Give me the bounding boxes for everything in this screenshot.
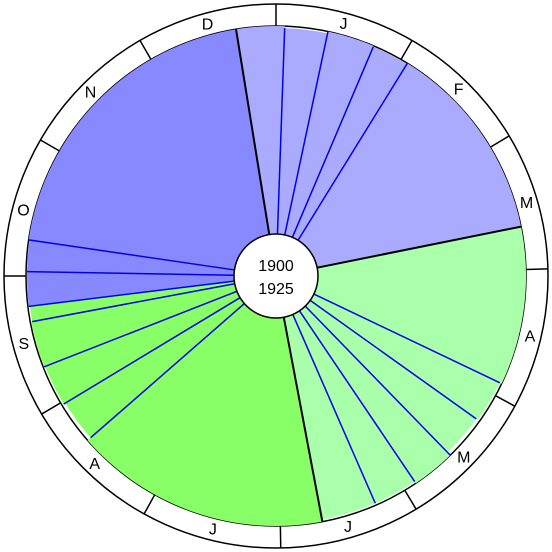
wedge-divider bbox=[27, 270, 235, 277]
ring-divider bbox=[40, 139, 60, 152]
wedge bbox=[31, 276, 276, 367]
wedge-divider bbox=[32, 282, 235, 323]
month-label: J bbox=[340, 16, 348, 33]
wedge-divider bbox=[283, 31, 329, 236]
wedge bbox=[276, 276, 477, 453]
wedge-divider bbox=[28, 280, 235, 308]
wedge-divider bbox=[292, 314, 376, 504]
ring-divider bbox=[489, 135, 510, 148]
month-label: S bbox=[19, 336, 30, 353]
month-label: J bbox=[344, 519, 352, 536]
wedge-divider bbox=[304, 305, 451, 456]
wedge bbox=[276, 46, 407, 276]
wedge-divider bbox=[313, 293, 501, 384]
wedge-lines bbox=[27, 28, 522, 522]
month-label: A bbox=[89, 456, 100, 473]
center-label: 1925 bbox=[258, 281, 294, 298]
month-label: M bbox=[457, 450, 470, 467]
wedge-divider bbox=[90, 303, 245, 439]
ring-divider bbox=[525, 268, 548, 271]
center-circle bbox=[233, 233, 319, 319]
month-label: J bbox=[209, 521, 217, 538]
wedge-divider bbox=[282, 317, 324, 522]
ring-divider bbox=[495, 395, 516, 407]
wedge bbox=[276, 63, 522, 276]
wedge bbox=[276, 226, 526, 384]
wedge bbox=[45, 276, 276, 405]
wedge bbox=[276, 276, 451, 484]
wedge-divider bbox=[63, 297, 241, 405]
month-label: F bbox=[454, 82, 464, 99]
wedge bbox=[276, 31, 374, 276]
ring-divider bbox=[400, 40, 413, 60]
month-ring: J F M A M J J A S O N D bbox=[4, 4, 548, 548]
month-label: N bbox=[85, 85, 97, 102]
ring-divider bbox=[41, 402, 61, 415]
wedge-divider bbox=[43, 290, 238, 368]
wedge bbox=[236, 25, 285, 276]
wedge-divider bbox=[297, 62, 409, 241]
wedge-divider bbox=[276, 28, 286, 235]
wedge bbox=[276, 276, 500, 421]
wedge bbox=[276, 276, 376, 520]
wedge-divider bbox=[235, 29, 271, 235]
wedge bbox=[28, 29, 276, 277]
center-label: 1900 bbox=[258, 258, 294, 275]
month-label: O bbox=[17, 202, 29, 219]
month-label: M bbox=[520, 195, 533, 212]
wedge bbox=[87, 276, 323, 526]
ring-divider bbox=[404, 489, 417, 510]
wedge-divider bbox=[298, 310, 416, 483]
wedge bbox=[26, 271, 276, 307]
wedge-divider bbox=[316, 225, 522, 269]
wedge bbox=[276, 276, 415, 504]
month-label: A bbox=[525, 328, 536, 345]
wedge-divider bbox=[291, 46, 374, 238]
ring-divider bbox=[143, 494, 156, 515]
wedge bbox=[65, 276, 276, 438]
wedge-divider bbox=[309, 299, 477, 420]
month-label: D bbox=[202, 16, 214, 33]
wedge-divider bbox=[28, 239, 235, 271]
ring-divider bbox=[139, 40, 152, 60]
